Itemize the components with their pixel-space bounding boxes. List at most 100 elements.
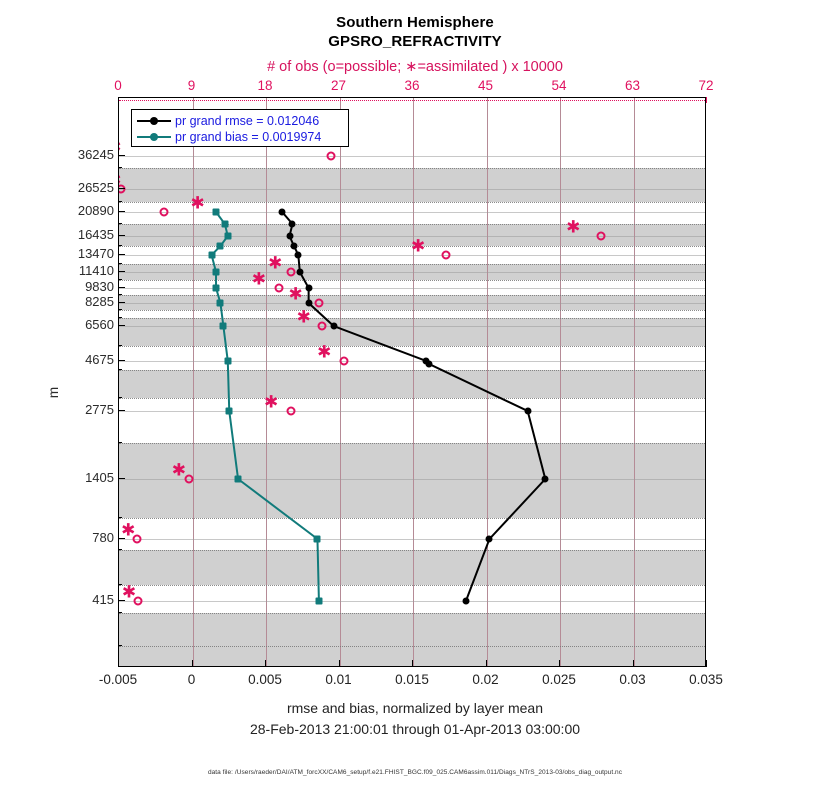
y-axis-tickmark — [118, 271, 125, 273]
y-axis-tickmark — [118, 155, 125, 157]
legend-label-bias: pr grand bias = 0.0019974 — [175, 130, 322, 144]
legend-swatch-rmse — [137, 114, 171, 128]
obs-possible-marker — [326, 151, 336, 161]
x-axis-tickmark — [632, 660, 634, 667]
horizontal-gridline-minor — [119, 346, 705, 347]
x-axis-tickmark — [265, 660, 267, 667]
y-axis-tickmark-minor — [118, 201, 122, 202]
date-range-caption: 28-Feb-2013 21:00:01 through 01-Apr-2013… — [249, 721, 581, 737]
horizontal-gridline — [119, 189, 705, 190]
y-axis-ticklabel: 26525 — [77, 180, 114, 195]
y-axis-tickmark-minor — [118, 397, 122, 398]
y-axis-tickmark — [118, 188, 125, 190]
obs-possible-marker — [274, 283, 284, 293]
data-point — [290, 242, 298, 250]
x-axis-ticklabel: 0.01 — [325, 672, 352, 687]
obs-possible-marker — [286, 406, 295, 416]
y-axis-tickmark-minor — [118, 279, 122, 280]
y-axis-ticklabel: 11410 — [78, 263, 114, 278]
y-axis-ticklabel: 16435 — [77, 227, 114, 242]
obs-possible-marker — [133, 596, 143, 606]
vertical-gridline — [560, 98, 561, 666]
y-axis-ticklabel: 415 — [92, 592, 114, 607]
vertical-gridline — [266, 98, 267, 666]
top-axis-ticklabel: 9 — [187, 78, 196, 93]
horizontal-gridline — [119, 303, 705, 304]
y-axis-ticklabel: 13470 — [77, 246, 114, 261]
vertical-gridline — [633, 98, 635, 666]
y-axis-ticklabel: 4675 — [85, 352, 114, 367]
horizontal-gridline-minor — [119, 518, 705, 519]
x-axis-ticklabel: 0.03 — [619, 672, 646, 687]
y-axis-tickmark-minor — [118, 645, 122, 646]
horizontal-gridline — [119, 479, 705, 480]
y-axis-ticklabels: 36245 26525 20890 16435 13470 11410 9830 8285 65… — [48, 97, 114, 667]
top-axis-dotted-line — [119, 100, 705, 101]
obs-possible-marker — [314, 298, 324, 308]
horizontal-gridline — [119, 411, 705, 412]
obs-possible-marker — [286, 267, 295, 277]
layer-band — [119, 318, 705, 346]
y-axis-tickmark-minor — [118, 263, 122, 264]
x-axis-tickmark — [706, 660, 708, 667]
y-axis-tickmark — [118, 410, 125, 412]
data-point — [216, 242, 224, 250]
legend-row-rmse: pr grand rmse = 0.012046 — [137, 113, 343, 129]
top-axis-ticklabel: 72 — [698, 78, 714, 93]
y-axis-label: m — [46, 386, 62, 399]
legend-row-bias: pr grand bias = 0.0019974 — [137, 129, 343, 145]
y-axis-tickmark-minor — [118, 309, 122, 310]
x-axis-ticklabel: 0.005 — [248, 672, 282, 687]
top-axis-ticklabel: 36 — [404, 78, 420, 93]
horizontal-gridline-minor — [119, 280, 705, 281]
horizontal-gridline-minor — [119, 613, 705, 614]
vertical-gridline — [192, 98, 194, 666]
obs-possible-marker — [441, 250, 451, 260]
x-axis-ticklabels: -0.005 0 0.005 0.01 0.015 0.02 0.025 0.03 0.035 — [0, 672, 830, 692]
top-axis-ticklabel: 63 — [624, 78, 641, 93]
y-axis-tickmark-minor — [118, 369, 122, 370]
layer-band — [119, 168, 705, 202]
top-axis-ticklabel: 18 — [257, 78, 273, 93]
horizontal-gridline — [119, 539, 705, 540]
x-axis-ticklabel: 0 — [187, 672, 196, 687]
y-axis-tickmark-minor — [118, 517, 122, 518]
horizontal-gridline-minor — [119, 264, 705, 265]
y-axis-ticklabel: 20890 — [77, 203, 114, 218]
horizontal-gridline — [119, 601, 705, 602]
data-point — [305, 299, 313, 307]
obs-possible-marker — [317, 321, 327, 331]
vertical-gridline — [413, 98, 414, 666]
y-axis-tickmark-minor — [118, 167, 122, 168]
top-axis-ticklabel: 27 — [330, 78, 347, 93]
x-axis-tickmark — [559, 660, 561, 667]
x-axis-tickmark — [191, 660, 193, 667]
horizontal-gridline-minor — [119, 202, 705, 203]
horizontal-gridline — [119, 288, 705, 289]
data-point — [294, 251, 302, 259]
x-axis-ticklabel: 0.025 — [542, 672, 576, 687]
y-axis-tickmark — [118, 325, 125, 327]
y-axis-tickmark-minor — [118, 549, 122, 550]
y-axis-ticklabel: 6560 — [85, 317, 114, 332]
horizontal-gridline-minor — [119, 398, 705, 399]
plot-area: ✱✱✱✱✱✱✱✱✱✱✱✱✱✱ — [118, 97, 706, 667]
y-axis-ticklabel: 9830 — [85, 279, 114, 294]
data-point — [224, 357, 232, 365]
x-axis-label: rmse and bias, normalized by layer mean — [286, 700, 543, 716]
horizontal-gridline-minor — [119, 443, 705, 444]
data-point — [224, 232, 232, 240]
y-axis-tickmark — [118, 360, 125, 362]
data-point — [425, 360, 433, 368]
y-axis-tickmark-minor — [118, 612, 122, 613]
data-point — [330, 322, 338, 330]
x-axis-tickmark — [338, 660, 340, 667]
page-title-line1: Southern Hemisphere — [336, 14, 494, 31]
top-axis-ticklabel: 54 — [551, 78, 567, 93]
data-file-caption: data file: /Users/raeder/DAI/ATM_forcXX/… — [207, 769, 623, 776]
vertical-gridline — [339, 98, 341, 666]
horizontal-gridline-minor — [119, 224, 705, 225]
y-axis-tickmark — [118, 478, 125, 480]
y-axis-tickmark-minor — [118, 345, 122, 346]
